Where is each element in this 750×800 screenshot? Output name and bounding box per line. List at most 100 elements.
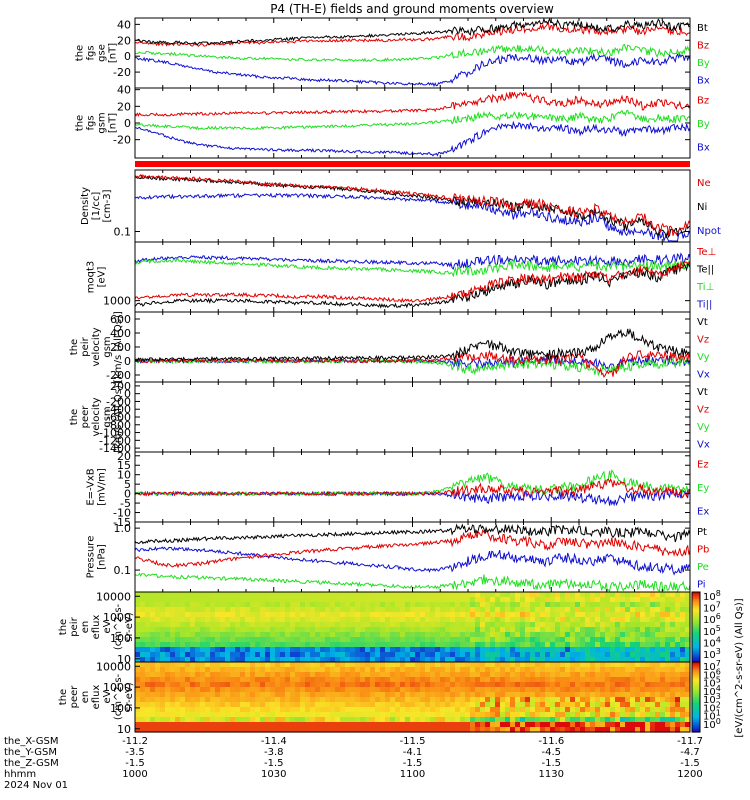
- panel-peer-spectrum-cell: [190, 662, 196, 668]
- panel-peer-spectrum-cell: [675, 677, 681, 683]
- panel-peer-spectrum-cell: [220, 662, 226, 668]
- panel-peer-spectrum-cell: [345, 722, 351, 728]
- panel-peir-spectrum-cell: [225, 612, 231, 618]
- panel-peer-spectrum-cell: [500, 667, 506, 673]
- panel-peer-spectrum-cell: [335, 697, 341, 703]
- panel-peir-spectrum-cell: [205, 602, 211, 608]
- panel-velocity-legend-vx: Vx: [697, 369, 710, 380]
- x-axis-tick-label: 1200: [677, 769, 702, 780]
- panel-peer-spectrum-cell: [645, 707, 651, 713]
- panel-peer-spectrum-cell: [590, 687, 596, 693]
- panel-peir-spectrum-cell: [215, 652, 221, 658]
- panel-peir-spectrum-cell: [390, 642, 396, 648]
- panel-peer-spectrum-cell: [230, 672, 236, 678]
- panel-peir-spectrum-cell: [605, 632, 611, 638]
- panel-peir-spectrum-cell: [650, 632, 656, 638]
- panel-peir-spectrum-cell: [525, 622, 531, 628]
- panel-peer-spectrum-cell: [395, 692, 401, 698]
- panel-peir-spectrum-cell: [555, 597, 561, 603]
- panel-peer-spectrum-cell: [150, 692, 156, 698]
- panel-peir-spectrum-cell: [155, 617, 161, 623]
- panel-peir-spectrum-cell: [660, 607, 666, 613]
- panel-peer-spectrum-cell: [475, 707, 481, 713]
- panel-peir-spectrum-cell: [430, 617, 436, 623]
- panel-peir-spectrum-cell: [295, 592, 301, 598]
- panel-peer-spectrum-cell: [465, 697, 471, 703]
- panel-fgs-gsm-ylabel: fgs: [86, 115, 97, 130]
- panel-peir-spectrum-cell: [475, 657, 481, 663]
- panel-peer-spectrum-cell: [545, 677, 551, 683]
- panel-peer-spectrum-cell: [475, 667, 481, 673]
- panel-peir-spectrum-cell: [475, 637, 481, 643]
- panel-peer-spectrum-cell: [270, 677, 276, 683]
- panel-peer-spectrum-cell: [440, 672, 446, 678]
- panel-peir-spectrum-cell: [190, 607, 196, 613]
- panel-density-legend-ni: Ni: [697, 202, 707, 213]
- panel-peir-spectrum-cell: [565, 632, 571, 638]
- panel-peir-spectrum-cell: [655, 637, 661, 643]
- panel-peir-spectrum-cell: [500, 612, 506, 618]
- panel-peer-spectrum-cell: [320, 667, 326, 673]
- panel-peer-spectrum-cell: [410, 717, 416, 723]
- panel-peir-spectrum-cell: [345, 632, 351, 638]
- panel-peer-spectrum-cell: [150, 707, 156, 713]
- panel-peir-spectrum-cell: [635, 602, 641, 608]
- panel-peer-spectrum-cell: [435, 692, 441, 698]
- panel-peer-spectrum-cell: [555, 677, 561, 683]
- panel-fgs-ylabel: gse: [97, 44, 108, 62]
- panel-peir-spectrum-cell: [545, 612, 551, 618]
- panel-peer-spectrum-cell: [225, 662, 231, 668]
- panel-peir-spectrum-cell: [435, 647, 441, 653]
- panel-peer-spectrum-cell: [615, 717, 621, 723]
- panel-peer-spectrum-cell: [345, 692, 351, 698]
- panel-peer-spectrum-cell: [575, 682, 581, 688]
- panel-peer-spectrum-cell: [570, 667, 576, 673]
- panel-peer-spectrum-cell: [445, 717, 451, 723]
- panel-peer-spectrum-cell: [460, 702, 466, 708]
- x-axis-tick-label: 1130: [539, 769, 564, 780]
- panel-peer-spectrum-cell: [585, 712, 591, 718]
- panel-peir-spectrum-cell: [325, 612, 331, 618]
- panel-peir-spectrum-cell: [430, 647, 436, 653]
- panel-peer-spectrum-cell: [145, 672, 151, 678]
- panel-peir-spectrum-cell: [265, 647, 271, 653]
- panel-peer-spectrum-cell: [650, 717, 656, 723]
- panel-peir-spectrum-cell: [620, 592, 626, 598]
- panel-peer-spectrum-cell: [510, 677, 516, 683]
- panel-peer-spectrum-cell: [655, 712, 661, 718]
- panel-peir-spectrum-cell: [630, 592, 636, 598]
- panel-peir-spectrum-cell: [155, 592, 161, 598]
- panel-peir-spectrum-cell: [345, 617, 351, 623]
- panel-peir-spectrum-colorbar-cell: [692, 656, 700, 660]
- panel-peer-spectrum-cell: [475, 717, 481, 723]
- panel-peir-spectrum-cell: [470, 632, 476, 638]
- panel-peer-spectrum-cell: [470, 707, 476, 713]
- panel-peir-spectrum-cell: [530, 622, 536, 628]
- panel-peer-spectrum-cell: [450, 697, 456, 703]
- panel-peir-spectrum-cell: [340, 612, 346, 618]
- panel-peer-spectrum-cell: [485, 727, 491, 733]
- panel-peer-spectrum-cell: [265, 727, 271, 733]
- panel-peer-spectrum-cell: [585, 722, 591, 728]
- panel-peer-spectrum-cell: [275, 697, 281, 703]
- panel-peer-spectrum-cell: [440, 722, 446, 728]
- panel-peer-spectrum-cell: [515, 727, 521, 733]
- panel-peir-spectrum-cell: [495, 612, 501, 618]
- panel-peir-spectrum-cell: [310, 597, 316, 603]
- panel-peir-spectrum-cell: [595, 612, 601, 618]
- panel-peer-spectrum-cell: [610, 722, 616, 728]
- panel-pressure-ylabel: [nPa]: [97, 544, 108, 570]
- panel-peer-spectrum-cell: [495, 682, 501, 688]
- panel-peer-spectrum-cell: [435, 662, 441, 668]
- panel-peer-spectrum-cell: [665, 712, 671, 718]
- panel-peer-spectrum-cell: [300, 672, 306, 678]
- panel-peer-spectrum-cell: [525, 667, 531, 673]
- panel-peer-spectrum-cell: [305, 692, 311, 698]
- panel-peer-spectrum-cell: [355, 672, 361, 678]
- panel-peer-spectrum-cell: [385, 717, 391, 723]
- panel-peer-spectrum-cell: [440, 702, 446, 708]
- panel-peer-spectrum-cell: [535, 717, 541, 723]
- panel-peir-spectrum-cell: [235, 632, 241, 638]
- panel-peer-spectrum-cell: [555, 672, 561, 678]
- panel-peir-spectrum-cell: [320, 602, 326, 608]
